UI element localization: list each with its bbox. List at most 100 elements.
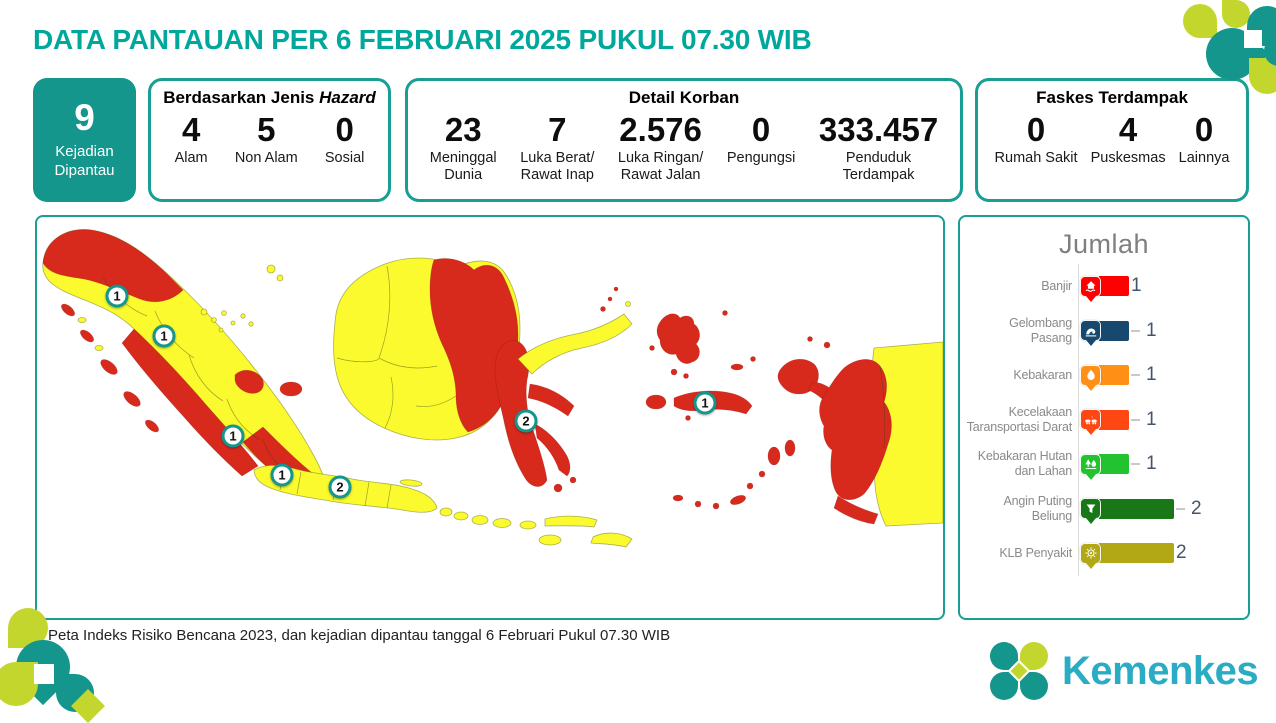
decor-petal [34, 664, 54, 684]
map-event-marker: 1 [270, 463, 294, 487]
stat-pengungsi: 0 Pengungsi [727, 113, 796, 166]
stat-value: 7 [548, 111, 567, 149]
chart-title: Jumlah [1058, 229, 1150, 259]
kemenkes-wordmark: Kemenkes [1062, 648, 1259, 693]
leader-line [1131, 463, 1140, 466]
chart-value: 1 [1131, 275, 1142, 297]
chart-category-label: KLB Penyakit [999, 545, 1072, 560]
chart-category-label: Kebakaran Hutan dan Lahan [977, 449, 1072, 479]
chart-bar [1099, 498, 1174, 519]
chart-row: Angin Puting Beliung 2 [960, 486, 1248, 531]
leader-line [1131, 418, 1140, 421]
stat-meninggal-dunia: 23 Meninggal Dunia [430, 113, 497, 183]
stat-lainnya: 0 Lainnya [1179, 113, 1230, 166]
card-detail-korban: Detail Korban 23 Meninggal Dunia 7 Luka … [405, 78, 963, 202]
stat-value: 23 [444, 111, 482, 149]
stat-value: 0 [1026, 111, 1046, 149]
leader-line [1176, 507, 1185, 510]
leader-line [1131, 329, 1140, 332]
stat-non-alam: 5 Non Alam [235, 113, 298, 166]
chart-bar [1099, 320, 1129, 341]
forest-fire-icon [1080, 453, 1101, 480]
chart-plot-area: 1 [1078, 397, 1248, 442]
stat-label: Puskesmas [1090, 150, 1166, 167]
disease-icon [1080, 542, 1101, 569]
chart-bar [1099, 454, 1129, 475]
stat-label: Luka Ringan/ Rawat Jalan [617, 150, 704, 183]
summary-card-kejadian-dipantau: 9 Kejadian Dipantau [33, 78, 136, 202]
stat-label: Pengungsi [726, 150, 796, 167]
card-title-italic: Hazard [319, 88, 376, 107]
map-event-marker: 1 [105, 284, 129, 308]
stat-label: Sosial [324, 150, 365, 167]
decor-petal [1244, 30, 1262, 48]
chart-plot-area: 1 [1078, 353, 1248, 398]
chart-bar [1099, 543, 1174, 564]
decor-petal [1222, 0, 1250, 28]
chart-category-label: Gelombang Pasang [1009, 315, 1072, 345]
chart-value: 1 [1146, 319, 1157, 341]
map-caption: Peta Indeks Risiko Bencana 2023, dan kej… [48, 627, 671, 644]
stat-label: Rumah Sakit [994, 150, 1078, 167]
stat-alam: 4 Alam [175, 113, 208, 166]
stat-value: 0 [335, 111, 354, 149]
leader-line [1131, 374, 1140, 377]
chart-value: 1 [1146, 408, 1157, 430]
chart-row: Banjir 1 [960, 264, 1248, 309]
stat-label: Penduduk Terdampak [842, 150, 915, 183]
chart-value: 1 [1146, 364, 1157, 386]
stat-value: 4 [181, 111, 201, 149]
chart-plot-area: 1 [1078, 442, 1248, 487]
kemenkes-logo-icon [988, 640, 1050, 702]
stat-value: 2.576 [619, 111, 702, 149]
chart-plot-area: 2 [1078, 486, 1248, 531]
card-jenis-hazard-items: 4 Alam 5 Non Alam 0 Sosial [151, 108, 388, 199]
stat-value: 0 [751, 111, 771, 149]
chart-bar [1099, 409, 1129, 430]
stat-label: Lainnya [1178, 150, 1230, 167]
fire-icon [1080, 364, 1101, 391]
chart-plot-area: 1 [1078, 308, 1248, 353]
stat-puskesmas: 4 Puskesmas [1091, 113, 1166, 166]
chart-value: 1 [1146, 453, 1157, 475]
chart-row: KLB Penyakit 2 [960, 531, 1248, 576]
stat-label: Luka Berat/ Rawat Inap [520, 150, 595, 183]
chart-plot-area: 1 [1078, 264, 1248, 309]
summary-value: 9 [74, 97, 95, 139]
decor-petal [0, 662, 38, 706]
stat-luka-ringan: 2.576 Luka Ringan/ Rawat Jalan [618, 113, 703, 183]
card-faskes-terdampak: Faskes Terdampak 0 Rumah Sakit 4 Puskesm… [975, 78, 1249, 202]
car-crash-icon [1080, 409, 1101, 436]
card-jenis-hazard-title: Berdasarkan Jenis Hazard [163, 88, 376, 108]
jumlah-chart-panel: Jumlah Banjir 1 Gelombang Pasang 1 Kebakaran… [958, 215, 1250, 620]
stat-value: 0 [1194, 111, 1214, 149]
stat-luka-berat: 7 Luka Berat/ Rawat Inap [520, 113, 594, 183]
chart-rows: Banjir 1 Gelombang Pasang 1 Kebakaran 1 Kecela… [960, 264, 1248, 576]
chart-category-label: Banjir [1041, 278, 1072, 293]
stat-penduduk-terdampak: 333.457 Penduduk Terdampak [819, 113, 938, 183]
card-detail-korban-title: Detail Korban [628, 88, 740, 107]
card-faskes-items: 0 Rumah Sakit 4 Puskesmas 0 Lainnya [978, 108, 1246, 199]
decor-petal [1264, 36, 1276, 66]
chart-row: Gelombang Pasang 1 [960, 308, 1248, 353]
chart-row: Kebakaran 1 [960, 353, 1248, 398]
chart-category-label: Angin Puting Beliung [1003, 493, 1073, 523]
tornado-icon [1080, 498, 1101, 525]
map-event-marker: 1 [221, 424, 245, 448]
stat-sosial: 0 Sosial [325, 113, 365, 166]
kemenkes-logo: Kemenkes [988, 640, 1259, 702]
summary-label: Kejadian Dipantau [54, 143, 115, 179]
stat-rumah-sakit: 0 Rumah Sakit [995, 113, 1078, 166]
card-faskes-title: Faskes Terdampak [1036, 88, 1188, 107]
stat-value: 4 [1118, 111, 1138, 149]
decor-petal [1183, 4, 1217, 38]
chart-value: 2 [1176, 542, 1187, 564]
indonesia-map [42, 229, 943, 548]
stat-label: Alam [174, 150, 208, 167]
map-event-marker: 2 [328, 475, 352, 499]
map-event-marker: 2 [514, 409, 538, 433]
stat-value: 5 [257, 111, 276, 149]
stat-label: Meninggal Dunia [429, 150, 497, 183]
stat-label: Non Alam [234, 150, 298, 167]
